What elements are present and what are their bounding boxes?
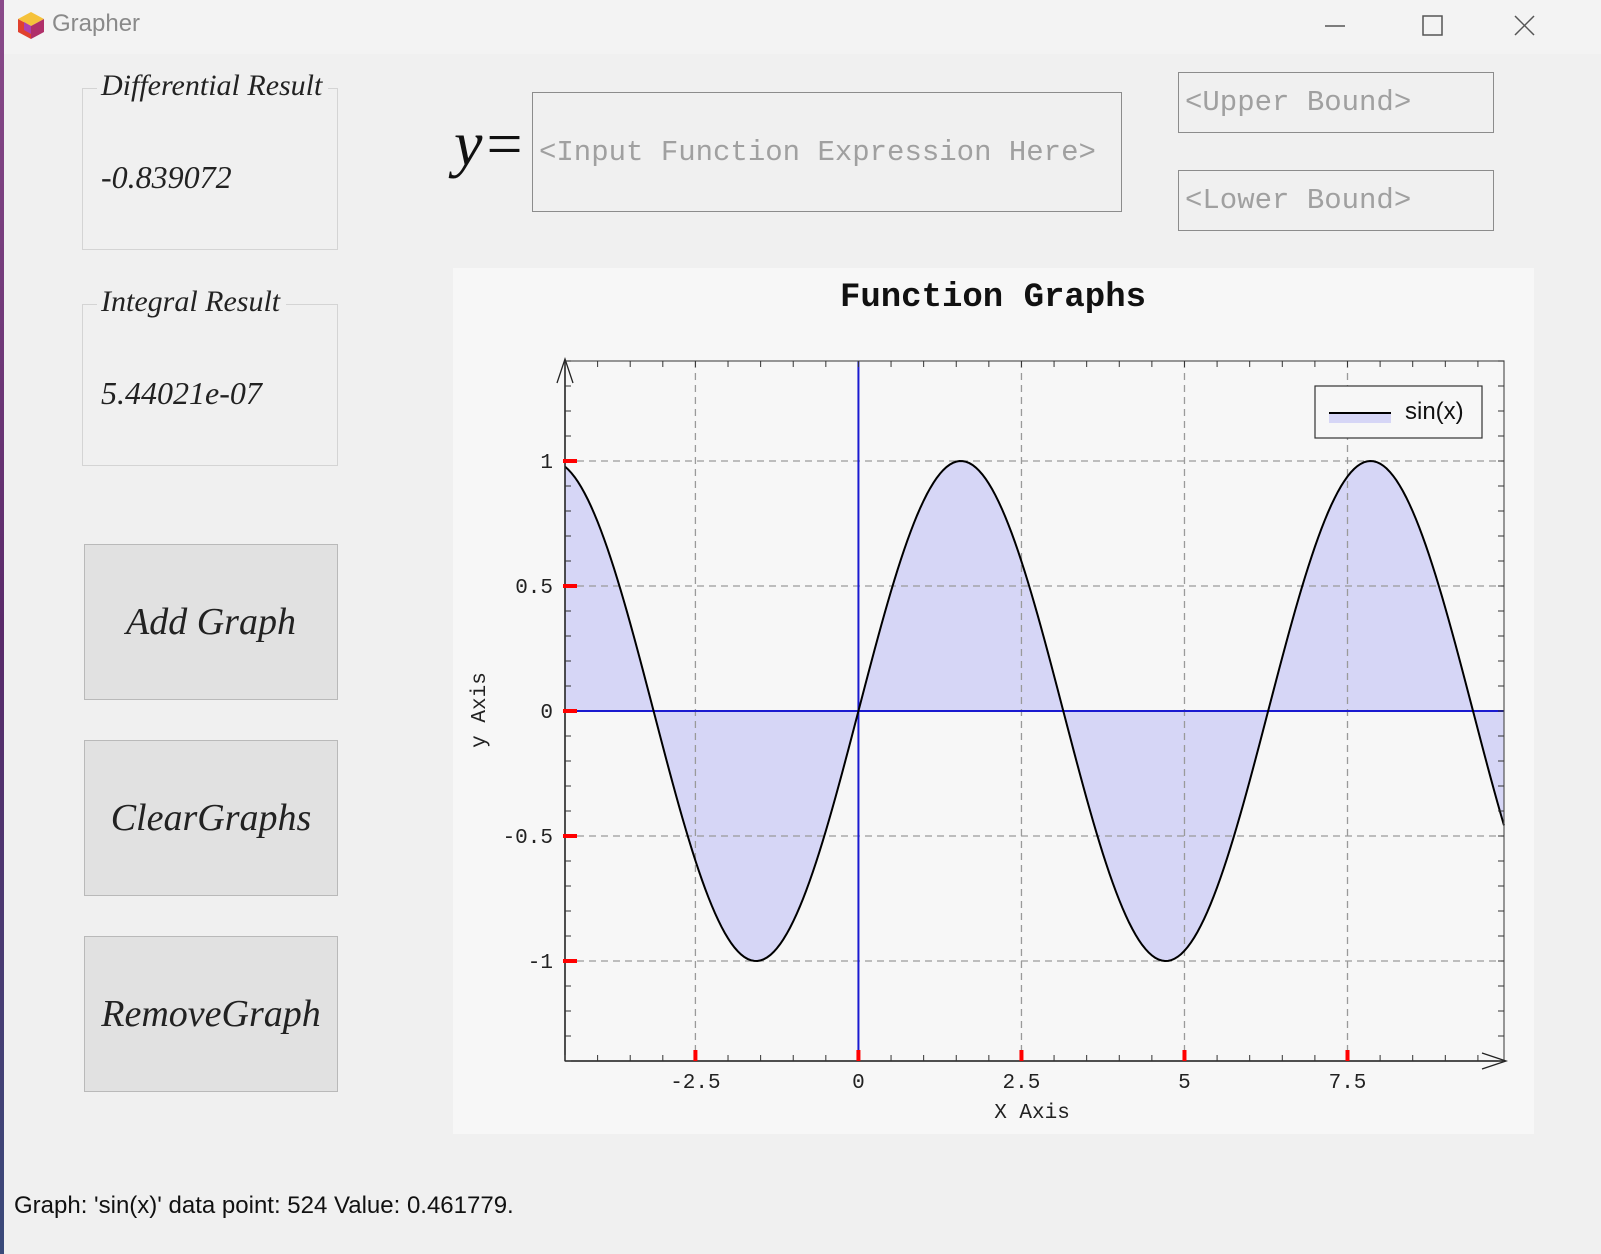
differential-result-value: -0.839072 bbox=[101, 159, 232, 195]
add-graph-button[interactable]: Add Graph bbox=[84, 544, 338, 700]
desktop-edge bbox=[0, 0, 4, 1254]
minimize-icon[interactable] bbox=[1312, 6, 1356, 46]
lower-bound-input[interactable] bbox=[1178, 170, 1494, 231]
series-line-sin(x)[interactable] bbox=[564, 459, 1505, 962]
remove-graph-button[interactable]: RemoveGraph bbox=[84, 936, 338, 1092]
function-graph-chart[interactable]: Function Graphs -2.5 0 2.5 5 7.5 1 0.5 0 -0.5 -1 s… bbox=[453, 268, 1534, 1134]
integral-result-group: Integral Result 5.44021e-07 bbox=[82, 285, 338, 466]
differential-result-group: Differential Result -0.839072 bbox=[82, 69, 338, 250]
integral-result-value: 5.44021e-07 bbox=[101, 375, 262, 411]
legend-swatch-fill bbox=[1329, 413, 1391, 423]
upper-bound-input[interactable] bbox=[1178, 72, 1494, 133]
maximize-icon[interactable] bbox=[1410, 6, 1454, 46]
title-bar bbox=[4, 0, 1601, 54]
app-cube-icon bbox=[18, 12, 44, 39]
chart-title: Function Graphs bbox=[840, 279, 1146, 317]
status-bar-text: Graph: 'sin(x)' data point: 524 Value: 0… bbox=[14, 1192, 514, 1219]
y-tick-label: -0.5 bbox=[503, 827, 553, 850]
x-tick-label: 5 bbox=[1178, 1072, 1191, 1095]
y-axis-arrow-icon bbox=[556, 356, 574, 384]
differential-result-title: Differential Result bbox=[97, 69, 329, 103]
function-expression-input[interactable] bbox=[532, 92, 1122, 212]
x-tick-label: 7.5 bbox=[1329, 1072, 1367, 1095]
window-title: Grapher bbox=[52, 10, 141, 37]
close-icon[interactable] bbox=[1502, 6, 1546, 46]
clear-graphs-button[interactable]: ClearGraphs bbox=[84, 740, 338, 896]
y-tick-label: 0.5 bbox=[515, 577, 553, 600]
x-tick-label: 2.5 bbox=[1003, 1072, 1041, 1095]
y-tick-label: 0 bbox=[540, 702, 553, 725]
legend-label: sin(x) bbox=[1405, 398, 1464, 425]
integral-result-title: Integral Result bbox=[97, 285, 287, 319]
y-tick-label: -1 bbox=[528, 952, 553, 975]
y-axis-label: y Axis bbox=[469, 672, 492, 748]
x-tick-label: 0 bbox=[852, 1072, 865, 1095]
chart-panel[interactable]: Function Graphs -2.5 0 2.5 5 7.5 1 0.5 0 -0.5 -1 s… bbox=[453, 268, 1534, 1134]
y-tick-label: 1 bbox=[540, 452, 553, 475]
x-axis-label: X Axis bbox=[994, 1102, 1070, 1125]
x-tick-label: -2.5 bbox=[670, 1072, 720, 1095]
x-axis-arrow-icon bbox=[1481, 1052, 1509, 1070]
y-equals-label: y= bbox=[454, 108, 526, 179]
